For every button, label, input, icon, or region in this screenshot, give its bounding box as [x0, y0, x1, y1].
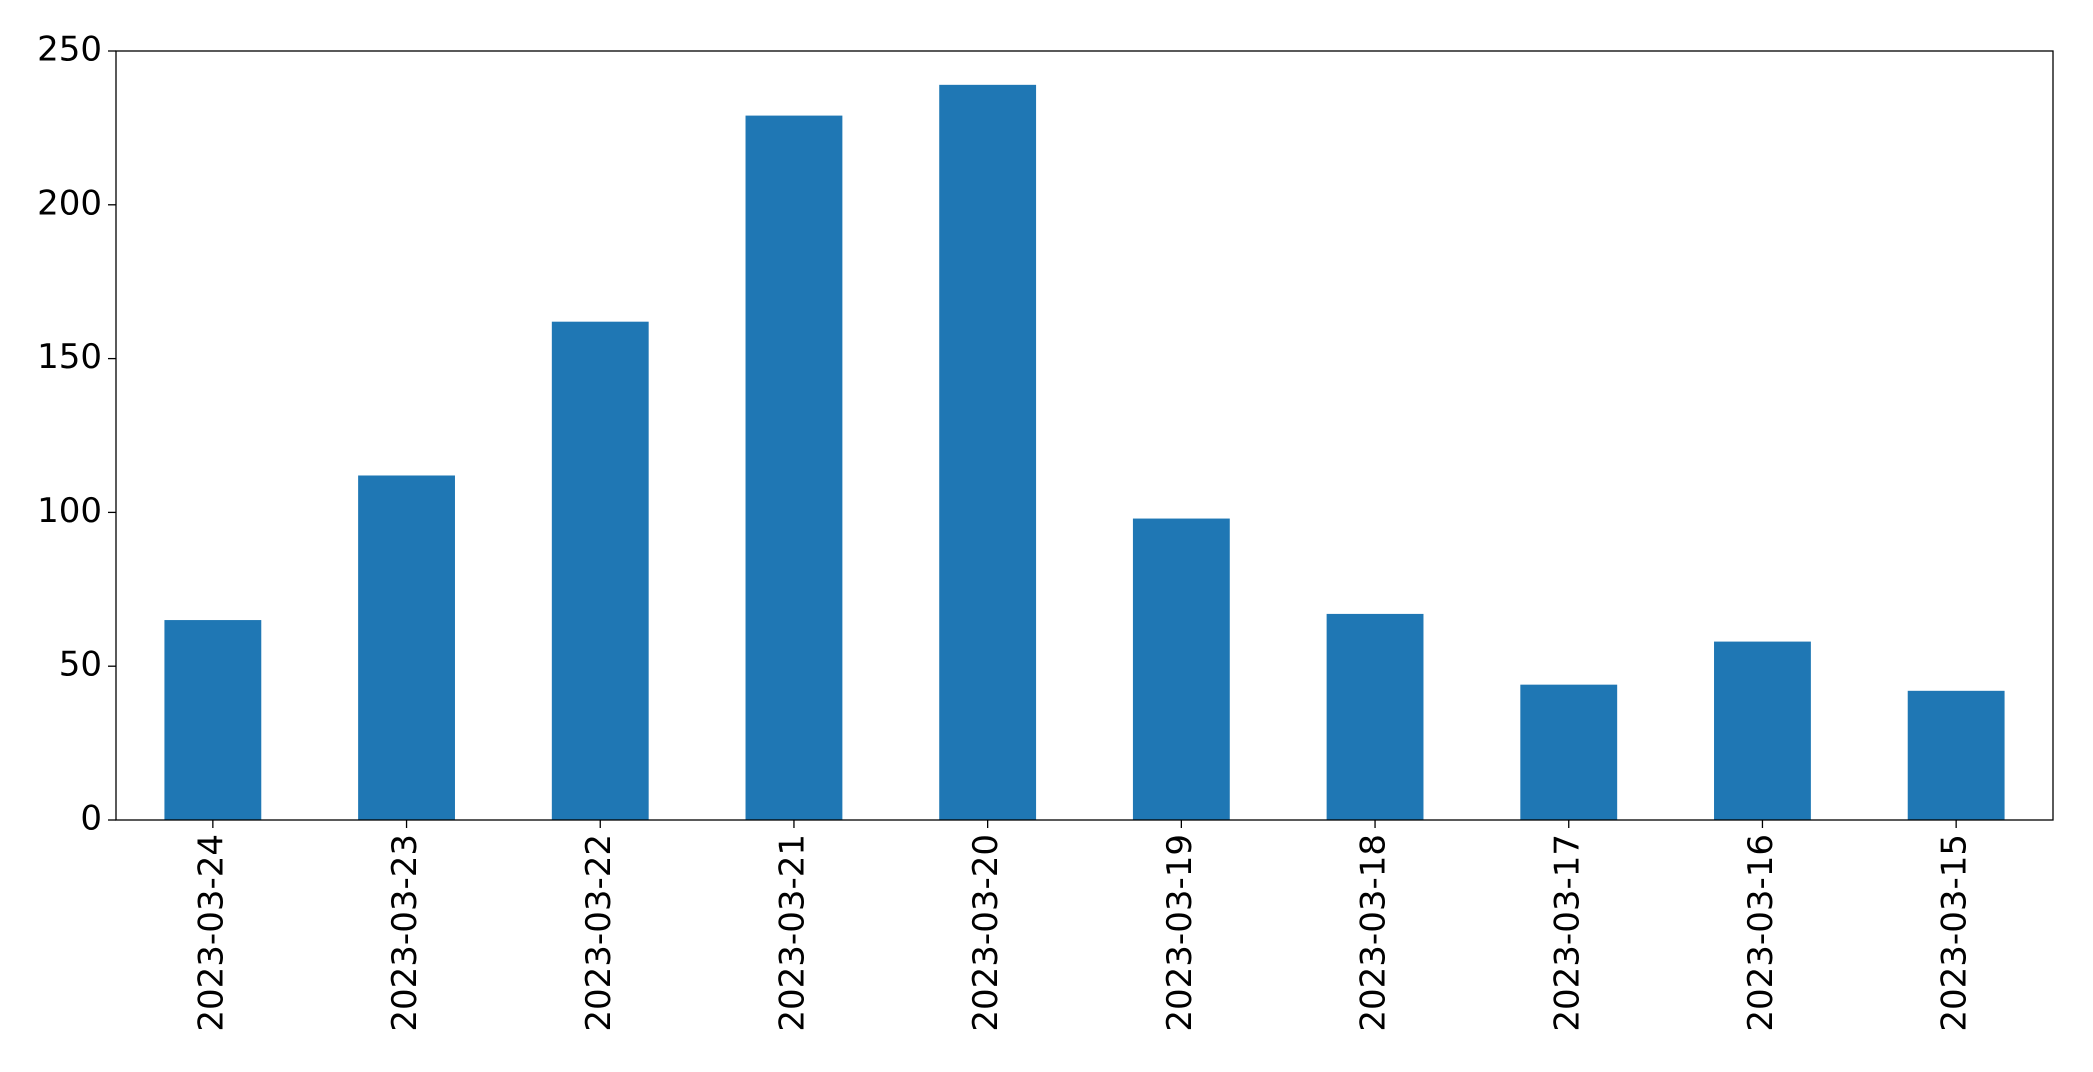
x-tick-label: 2023-03-21 [772, 834, 812, 1032]
y-tick-label: 50 [59, 645, 102, 685]
x-tick-label: 2023-03-23 [385, 834, 425, 1032]
x-tick-label: 2023-03-18 [1354, 834, 1394, 1032]
y-tick-label: 200 [37, 183, 102, 223]
bar [1907, 690, 2005, 820]
bar [1326, 613, 1424, 820]
bar [939, 84, 1037, 820]
y-tick-label: 0 [80, 799, 102, 839]
bar [1132, 518, 1230, 820]
x-tick-label: 2023-03-17 [1547, 834, 1587, 1032]
bar [1714, 641, 1811, 820]
x-tick-label: 2023-03-20 [966, 834, 1006, 1032]
x-tick-label: 2023-03-22 [579, 834, 619, 1032]
x-tick-label: 2023-03-24 [191, 834, 231, 1032]
bar [358, 475, 455, 820]
x-tick-label: 2023-03-16 [1741, 834, 1781, 1032]
bar [1520, 684, 1618, 820]
y-tick-label: 150 [37, 337, 102, 377]
y-tick-label: 100 [37, 491, 102, 531]
x-tick-label: 2023-03-15 [1935, 834, 1975, 1032]
bar [551, 321, 649, 820]
y-tick-label: 250 [37, 30, 102, 70]
plot-frame [115, 50, 2054, 821]
bar [164, 620, 262, 820]
bar [745, 115, 843, 820]
x-tick-label: 2023-03-19 [1160, 834, 1200, 1032]
